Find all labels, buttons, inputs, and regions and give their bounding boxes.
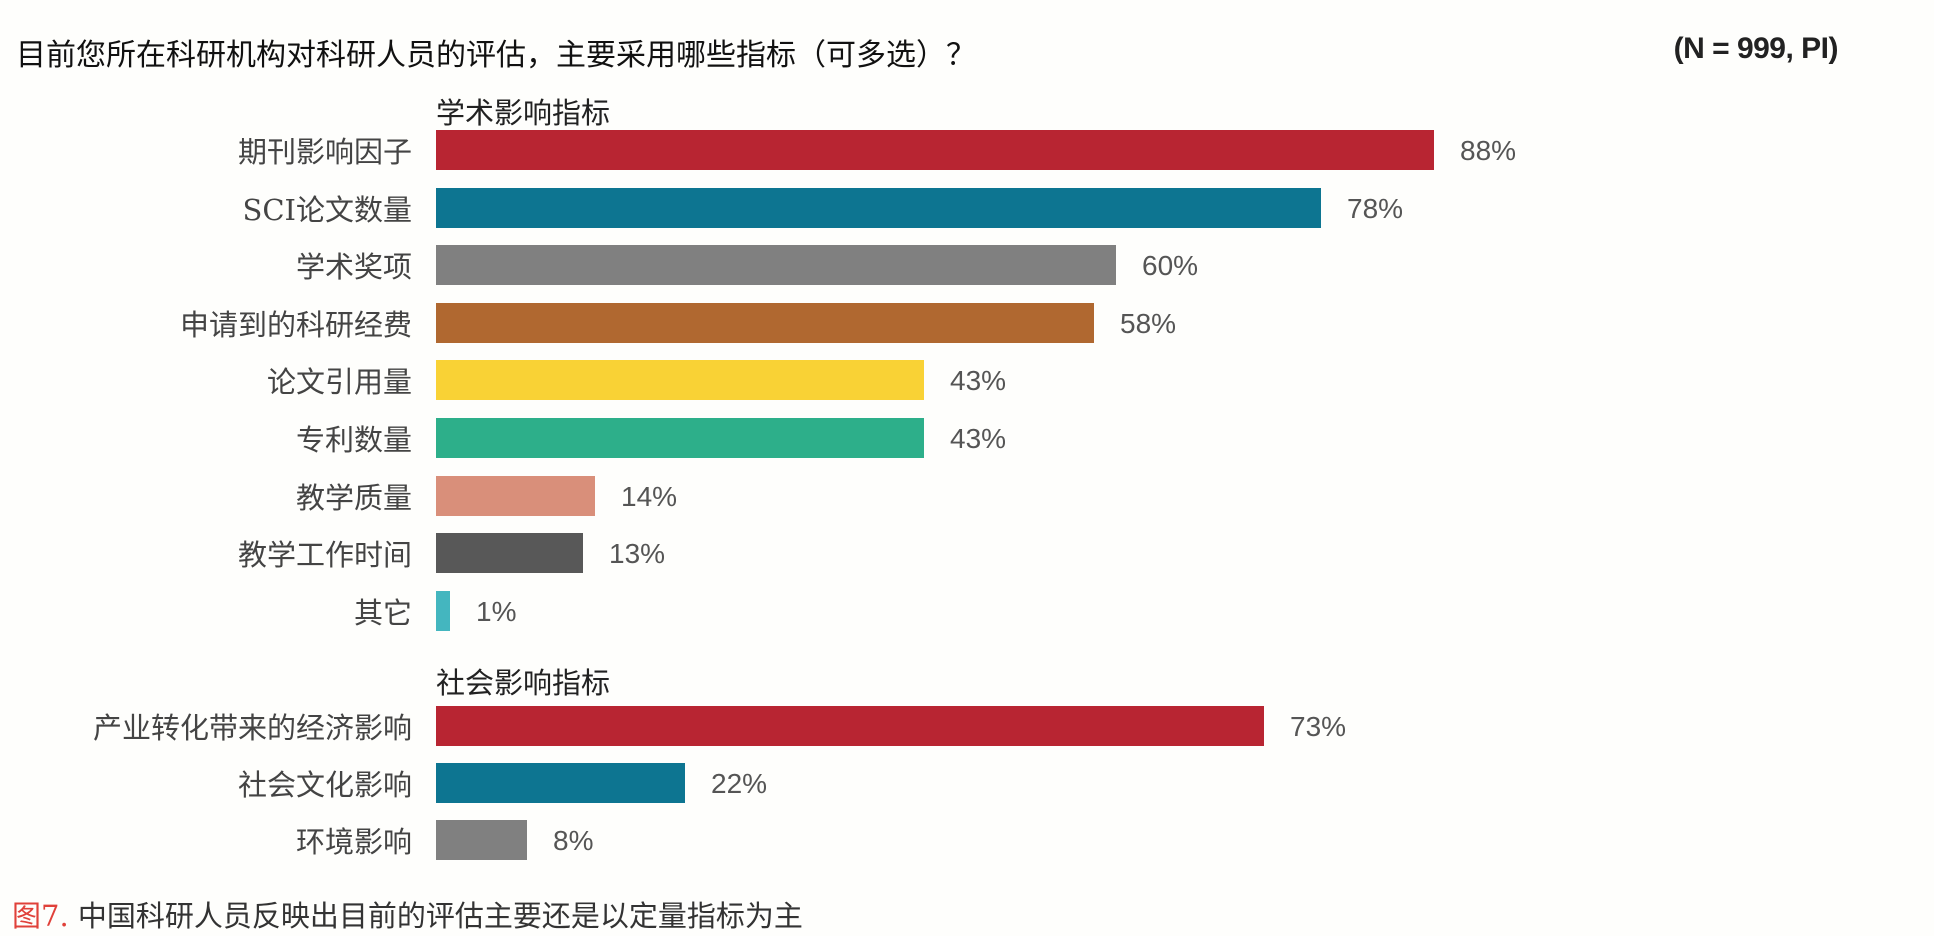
bar (436, 763, 685, 803)
category-label: 申请到的科研经费 (179, 308, 412, 342)
value-label: 1% (476, 596, 517, 627)
figure-caption: 图7. 中国科研人员反映出目前的评估主要还是以定量指标为主 (12, 893, 803, 935)
sample-size: (N = 999, PI) (1673, 32, 1839, 65)
bar (436, 418, 924, 458)
bar (436, 303, 1094, 343)
category-label: 专利数量 (295, 423, 412, 457)
bar (436, 360, 924, 400)
value-label: 43% (950, 423, 1007, 454)
category-label: 其它 (353, 596, 412, 630)
category-label: 环境影响 (295, 825, 412, 859)
category-label: 教学质量 (295, 481, 412, 515)
value-label: 8% (553, 825, 594, 856)
value-label: 14% (621, 481, 678, 512)
category-label: 论文引用量 (266, 365, 412, 399)
figure-number: 图7. (12, 899, 69, 933)
value-label: 73% (1290, 711, 1347, 742)
bar (436, 245, 1116, 285)
category-label: SCI论文数量 (242, 193, 412, 227)
bar (436, 476, 595, 516)
bar (436, 130, 1434, 170)
category-label: 教学工作时间 (237, 538, 412, 572)
category-label: 产业转化带来的经济影响 (92, 711, 412, 745)
value-label: 78% (1347, 193, 1404, 224)
bar (436, 591, 450, 631)
value-label: 43% (950, 365, 1007, 396)
value-label: 58% (1120, 308, 1177, 339)
bar (436, 820, 527, 860)
bar (436, 706, 1264, 746)
bar (436, 188, 1321, 228)
bar (436, 533, 583, 573)
value-label: 88% (1460, 135, 1517, 166)
category-label: 学术奖项 (295, 250, 412, 284)
section-title: 社会影响指标 (436, 666, 611, 700)
value-label: 22% (711, 768, 768, 799)
value-label: 60% (1142, 250, 1199, 281)
category-label: 社会文化影响 (237, 768, 412, 802)
question-title: 目前您所在科研机构对科研人员的评估，主要采用哪些指标（可多选）？ (16, 38, 976, 73)
caption-text: 中国科研人员反映出目前的评估主要还是以定量指标为主 (68, 899, 803, 933)
value-label: 13% (609, 538, 666, 569)
section-title: 学术影响指标 (436, 96, 611, 130)
category-label: 期刊影响因子 (237, 135, 412, 169)
